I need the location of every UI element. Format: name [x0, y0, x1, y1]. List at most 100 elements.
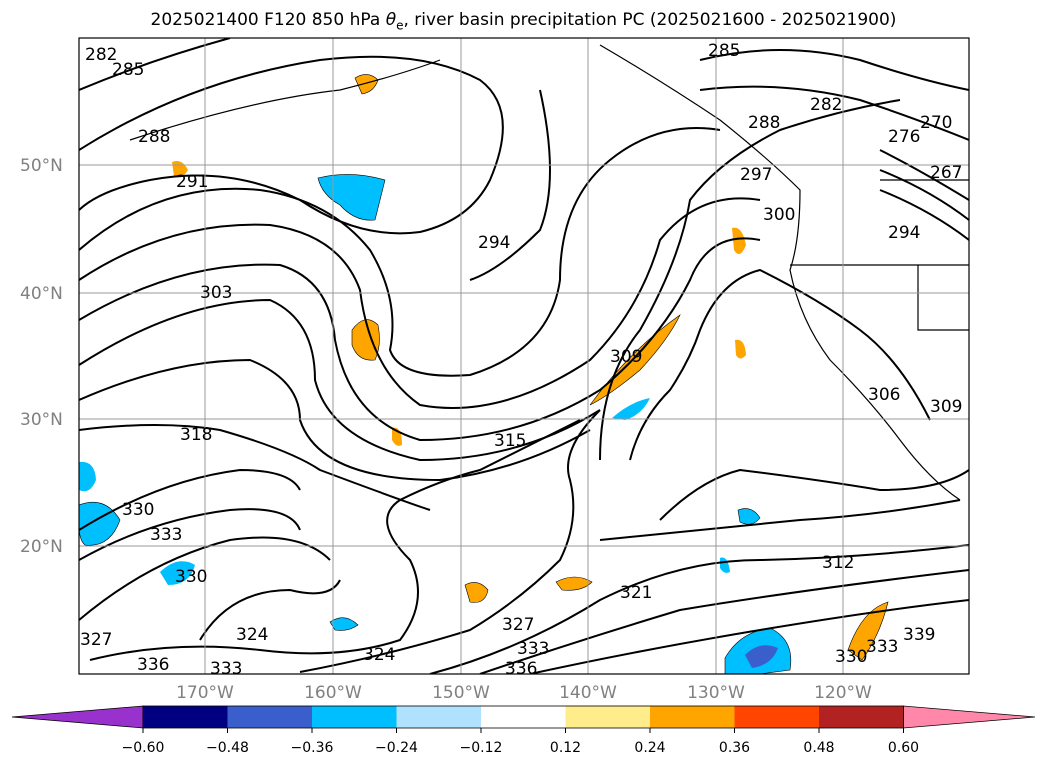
- precip-patch-neg: [329, 617, 359, 631]
- lat-label: 40°N: [20, 284, 63, 304]
- contour-label: 333: [210, 659, 242, 679]
- contour-label: 315: [494, 431, 526, 451]
- gridlines: [79, 38, 969, 674]
- contour-line: [79, 55, 504, 235]
- precip-patch-neg: [612, 398, 650, 420]
- contour-line: [699, 49, 969, 91]
- colorbar-segment: [227, 706, 312, 728]
- contour-label: 285: [112, 60, 144, 80]
- contour-label: 336: [137, 655, 169, 675]
- precip-patch-neg: [160, 561, 195, 585]
- precip-patch-pos: [735, 339, 746, 359]
- precip-patch-neg: [317, 174, 386, 221]
- contour-label: 309: [610, 347, 642, 367]
- precip-patch-neg: [737, 508, 761, 525]
- colorbar-extend-low: [11, 705, 144, 729]
- colorbar-segment: [565, 706, 650, 728]
- colorbar-frame: [142, 705, 904, 729]
- lon-labels: 170°W 160°W 150°W 140°W 130°W 120°W: [176, 683, 872, 703]
- contour-label: 327: [502, 615, 534, 635]
- contour-line: [699, 85, 969, 141]
- contour-label: 288: [748, 113, 780, 133]
- contour-label: 336: [505, 659, 537, 679]
- precip-patch-pos: [555, 576, 593, 591]
- precip-patch-neg: [79, 461, 96, 492]
- contour-label: 276: [888, 127, 920, 147]
- contour-line: [89, 419, 581, 661]
- coastlines: [129, 44, 969, 501]
- lon-label: 160°W: [304, 683, 362, 703]
- colorbar-ticks: −0.60 −0.48 −0.36 −0.24 −0.12 0.12 0.24 0.36 0.4…: [122, 728, 919, 756]
- contour-label: 318: [180, 425, 212, 445]
- contour-line: [529, 599, 969, 674]
- contour-label: 297: [740, 165, 772, 185]
- contour-label: 333: [517, 639, 549, 659]
- contour-label: 330: [835, 647, 867, 667]
- theta-e-contours: [79, 38, 969, 674]
- contour-line: [299, 409, 601, 673]
- contour-label: 294: [888, 223, 920, 243]
- colorbar-segment: [312, 706, 397, 728]
- contour-label: 306: [868, 385, 900, 405]
- contour-line: [469, 89, 551, 281]
- contour-line: [599, 99, 901, 461]
- contour-label: 282: [85, 45, 117, 65]
- contour-line: [79, 536, 331, 621]
- lon-label: 120°W: [814, 683, 872, 703]
- contour-line: [879, 189, 969, 241]
- colorbar-segment: [819, 706, 904, 728]
- precip-patch-pos: [732, 227, 746, 254]
- colorbar-segment: [143, 706, 228, 728]
- contour-line: [79, 237, 761, 442]
- contour-label: 270: [920, 113, 952, 133]
- contour-label: 333: [866, 637, 898, 657]
- colorbar-tick-label: 0.60: [888, 740, 919, 756]
- precip-patch-pos: [464, 582, 489, 603]
- lat-label: 30°N: [20, 410, 63, 430]
- colorbar-tick-label: 0.24: [634, 740, 665, 756]
- contour-line: [429, 544, 969, 674]
- lat-label: 20°N: [20, 537, 63, 557]
- contour-line: [79, 508, 301, 561]
- contour-label: 303: [200, 283, 232, 303]
- colorbar: [11, 705, 1036, 729]
- contour-line: [879, 149, 969, 201]
- contour-label: 330: [175, 567, 207, 587]
- contour-label: 267: [930, 163, 962, 183]
- coastline-aleutians: [129, 59, 441, 141]
- lon-label: 170°W: [176, 683, 234, 703]
- contour-line: [79, 38, 231, 91]
- colorbar-tick-label: −0.36: [291, 740, 334, 756]
- precip-patch-pos: [847, 601, 889, 661]
- contour-line: [879, 169, 969, 221]
- lon-label: 130°W: [687, 683, 745, 703]
- precip-patch-neg: [745, 645, 778, 668]
- contour-label: 327: [80, 630, 112, 650]
- contour-line: [79, 358, 591, 482]
- lat-label: 50°N: [20, 156, 63, 176]
- colorbar-tick-label: 0.36: [719, 740, 750, 756]
- contour-line: [599, 499, 961, 541]
- lon-label: 150°W: [432, 683, 490, 703]
- colorbar-tick-label: 0.48: [803, 740, 834, 756]
- contour-label: 333: [150, 525, 182, 545]
- contour-label: 291: [176, 172, 208, 192]
- colorbar-tick-label: −0.60: [122, 740, 165, 756]
- plot-frame: [78, 37, 970, 675]
- contour-line: [659, 468, 969, 521]
- contour-line: [629, 268, 931, 461]
- contour-label: 285: [708, 41, 740, 61]
- lat-labels: 50°N 40°N 30°N 20°N: [20, 156, 63, 557]
- contour-label: 288: [138, 127, 170, 147]
- contour-label: 294: [478, 233, 510, 253]
- colorbar-extend-high: [903, 705, 1036, 729]
- plot-area: 282 285 288 291 294 303 318 330 333 330 …: [79, 38, 969, 679]
- colorbar-segment: [734, 706, 819, 728]
- contour-label: 324: [363, 645, 395, 665]
- colorbar-segment: [481, 706, 566, 728]
- contour-line: [79, 127, 721, 377]
- contour-label: 339: [903, 625, 935, 645]
- contour-line: [79, 197, 761, 409]
- colorbar-tick-label: −0.12: [460, 740, 503, 756]
